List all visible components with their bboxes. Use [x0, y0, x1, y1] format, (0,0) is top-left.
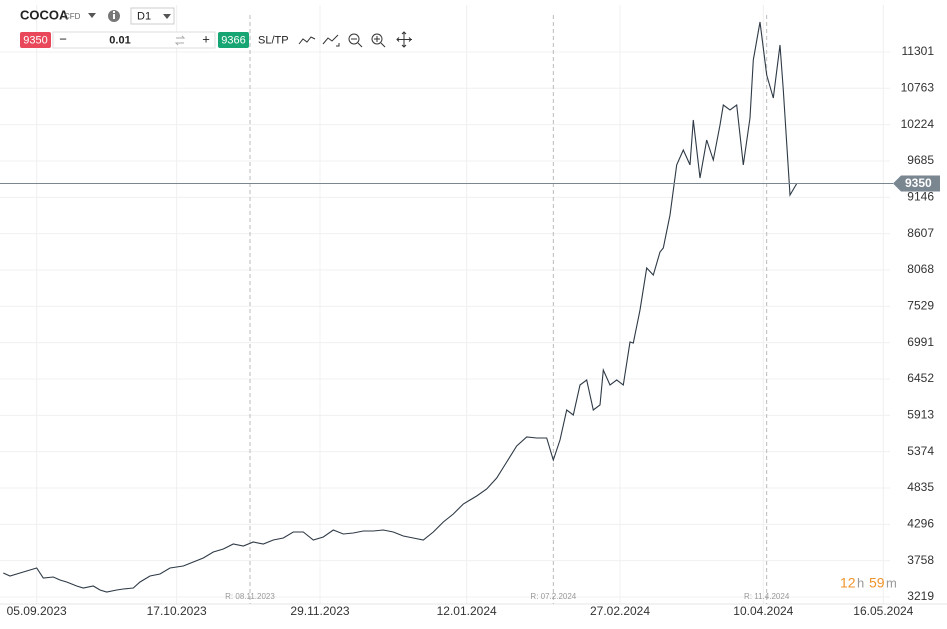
y-tick-label: 6452 [907, 371, 934, 385]
zoom-in-icon-detail [374, 36, 386, 48]
y-tick-label: 10763 [901, 80, 935, 94]
buy-price: 9366 [221, 34, 245, 46]
zoom-out-icon-detail [351, 38, 363, 48]
toolbar: COCOA CFD D1 9350 − 0.01 + 9366 SL/TP [20, 7, 412, 49]
y-tick-label: 3219 [907, 589, 934, 603]
x-tick-label: 17.10.2023 [147, 604, 207, 618]
symbol-type: CFD [64, 12, 81, 21]
grid [0, 5, 947, 605]
y-tick-label: 10224 [901, 117, 935, 131]
y-tick-label: 4835 [907, 480, 934, 494]
current-price-label: 9350 [905, 176, 932, 190]
timer-hours: 12 [840, 575, 856, 591]
y-tick-label: 6991 [907, 335, 934, 349]
timeframe-select[interactable] [130, 7, 175, 25]
info-icon-bar [113, 14, 115, 19]
y-tick-label: 8068 [907, 262, 934, 276]
timeframe: D1 [137, 10, 151, 22]
plot [3, 21, 798, 593]
timer-minutes: 59 [869, 575, 885, 591]
swap-icon[interactable] [174, 35, 186, 46]
marker-label: R: 08.11.2023 [225, 592, 275, 601]
volume-plus[interactable]: + [202, 31, 210, 46]
current-price-tag [893, 175, 940, 192]
y-tick-label: 3758 [907, 553, 934, 567]
chart-type-icon[interactable] [298, 36, 316, 45]
x-tick-label: 10.04.2024 [733, 604, 793, 618]
x-tick-label: 12.01.2024 [437, 604, 497, 618]
timer: 12 h 59 m [840, 575, 897, 591]
y-tick-label: 8607 [907, 226, 934, 240]
x-tick-label: 16.05.2024 [853, 604, 913, 618]
y-tick-label: 5374 [907, 444, 934, 458]
x-tick-label: 29.11.2023 [290, 604, 349, 618]
symbol: COCOA [20, 7, 69, 22]
volume[interactable]: 0.01 [109, 34, 130, 46]
marker-label: R: 11.4.2024 [744, 592, 790, 601]
sell-price: 9350 [23, 34, 47, 46]
volume-minus[interactable]: − [59, 31, 67, 46]
sell-button[interactable] [20, 32, 51, 48]
timer-h: h [857, 575, 864, 590]
y-tick-label: 7529 [907, 299, 934, 313]
marker-label: R: 07.2.2024 [530, 592, 576, 601]
buy-button[interactable] [218, 32, 249, 48]
zoom-in-icon[interactable] [371, 33, 383, 45]
timeframe-dropdown [163, 14, 171, 19]
price-line [3, 21, 798, 593]
y-tick-label: 4296 [907, 517, 934, 531]
move-icon[interactable] [396, 31, 412, 48]
zoom-out-icon[interactable] [348, 33, 360, 45]
x-tick-label: 05.09.2023 [7, 604, 67, 618]
y-tick-label: 9146 [907, 189, 934, 203]
y-tick-label: 5913 [907, 407, 934, 421]
y-tick-label: 11301 [902, 44, 935, 58]
info-icon-dot [113, 11, 115, 13]
x-tick-label: 27.02.2024 [590, 604, 650, 618]
symbol-dropdown[interactable] [88, 13, 96, 18]
indicators-icon[interactable] [322, 34, 340, 47]
y-tick-label: 9685 [907, 153, 934, 167]
volume-box [52, 31, 216, 49]
timer-m: m [886, 575, 897, 590]
sl-tp[interactable]: SL/TP [258, 34, 289, 46]
